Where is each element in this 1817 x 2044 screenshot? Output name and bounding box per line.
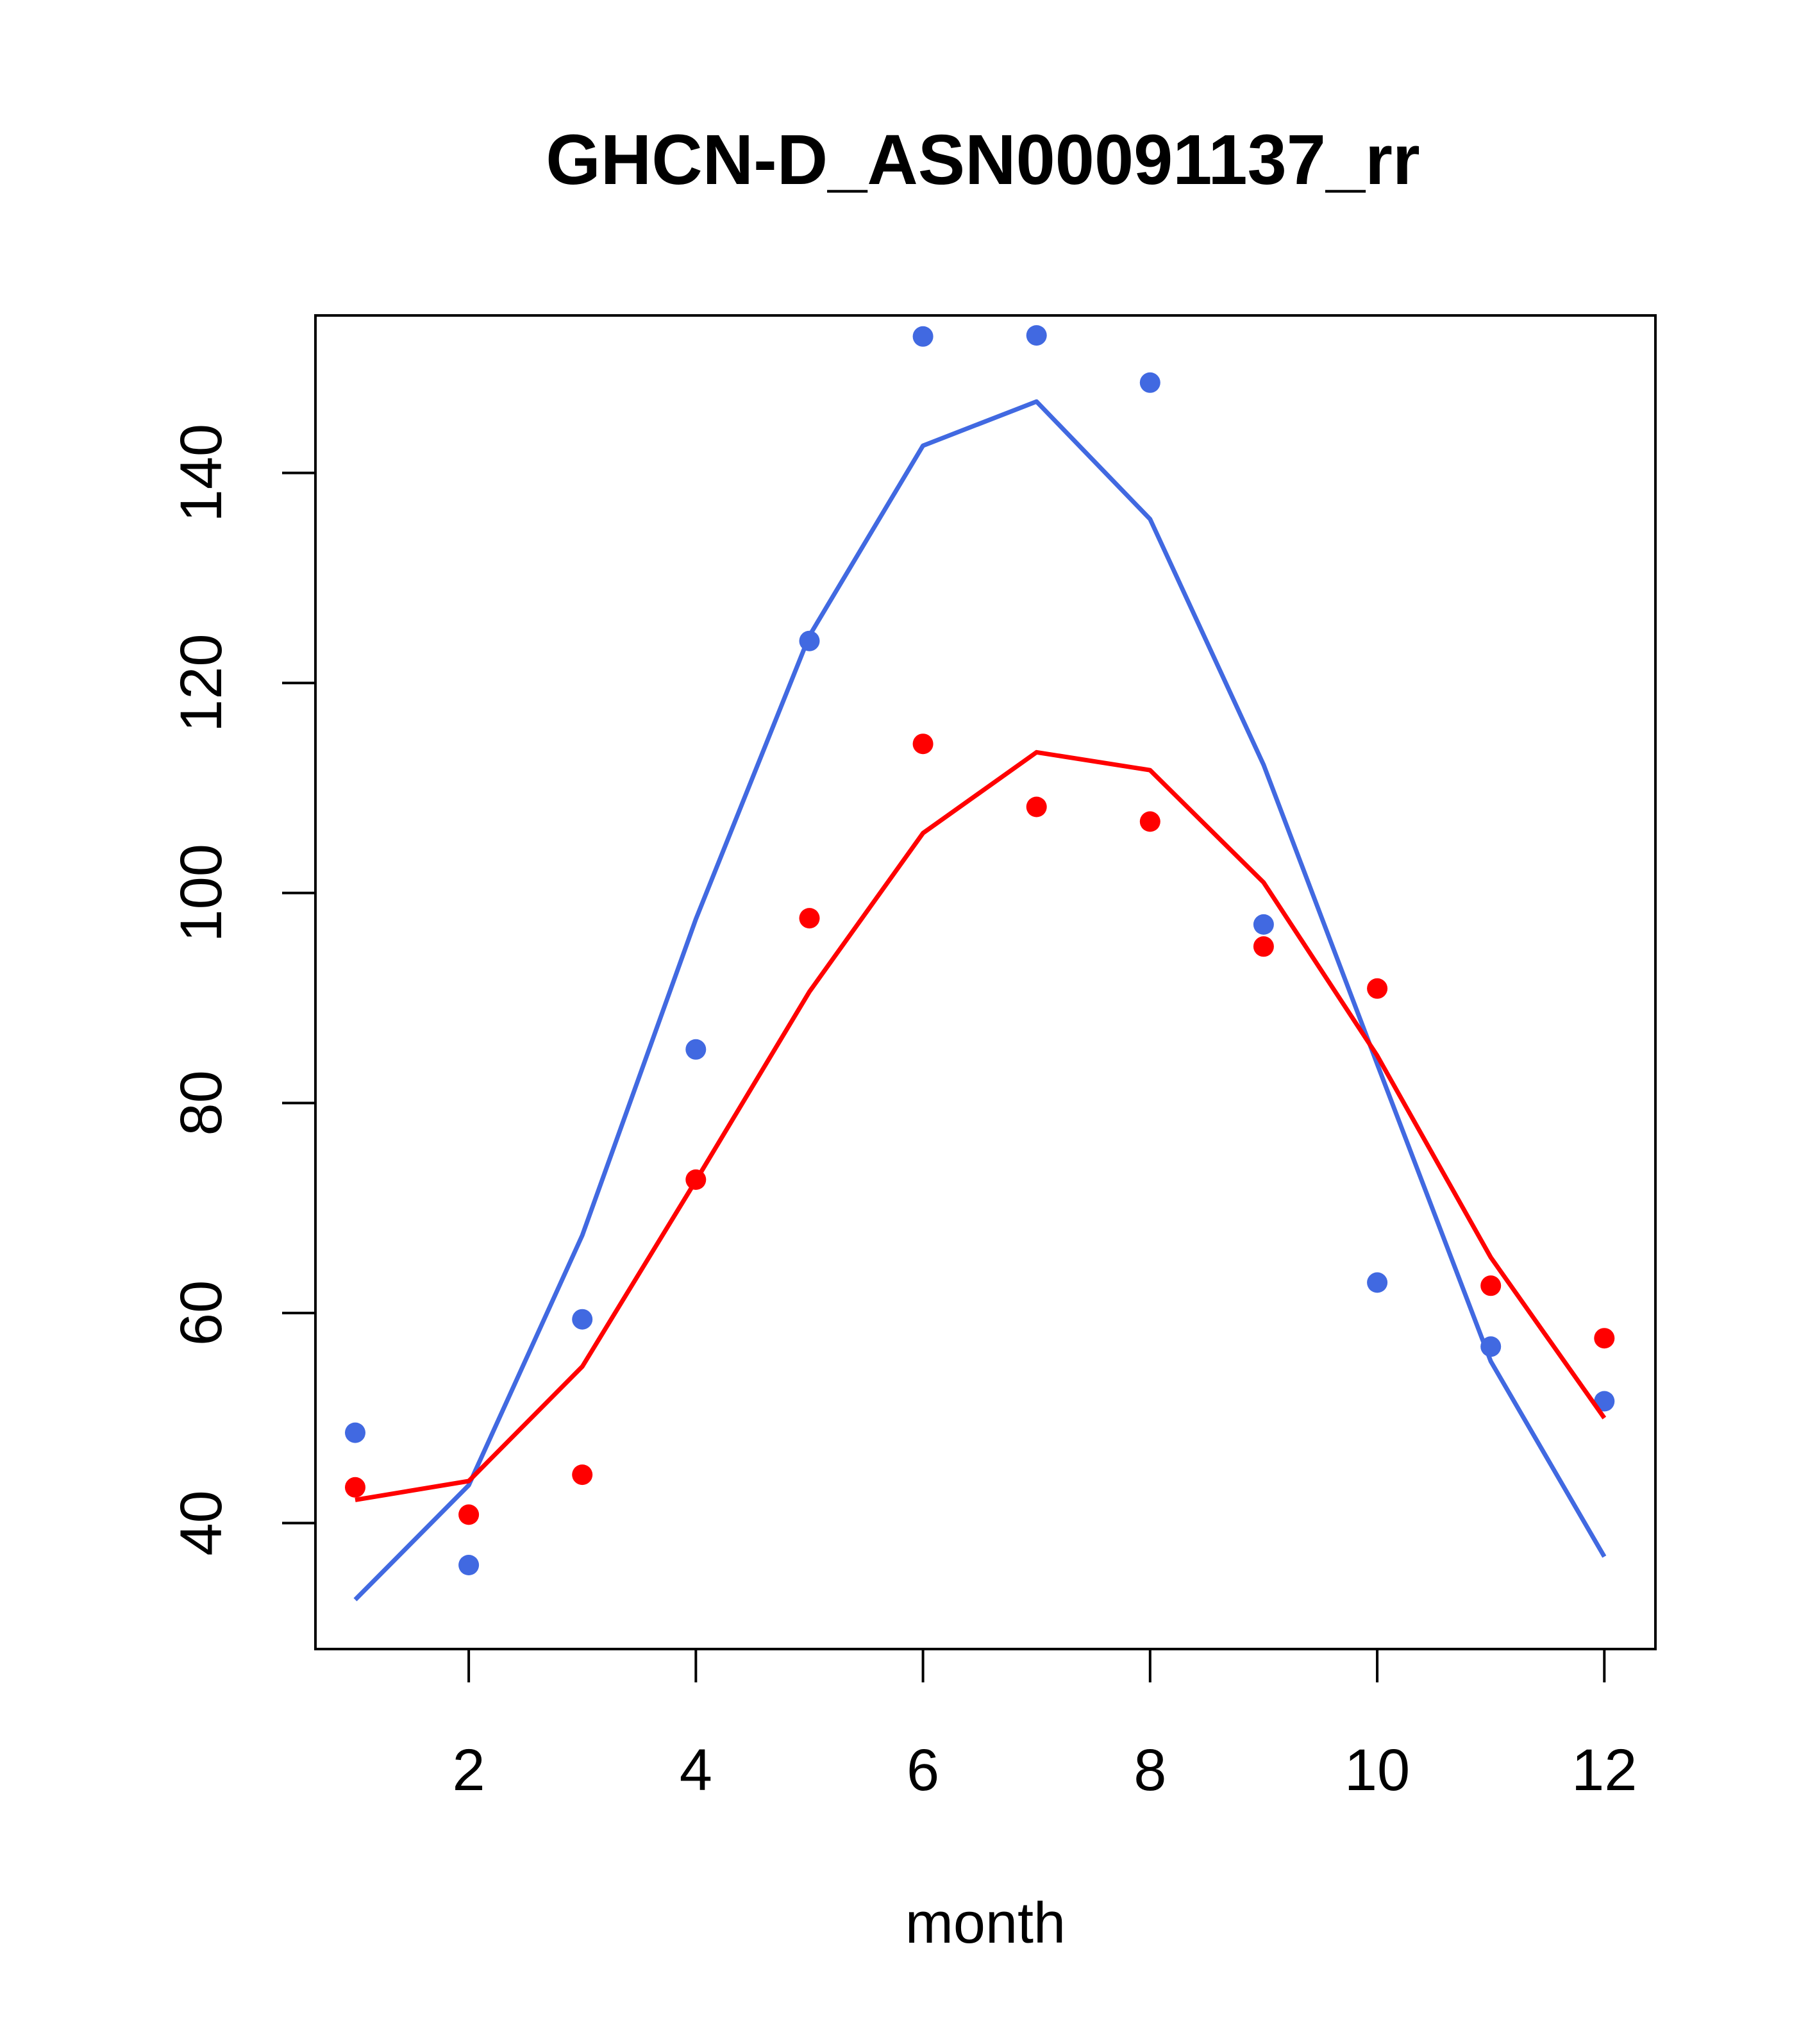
series-1-point xyxy=(1026,325,1047,346)
series-1-point xyxy=(572,1309,593,1330)
series-1-point xyxy=(345,1422,365,1443)
series-1-point xyxy=(685,1039,707,1060)
y-tick-label: 140 xyxy=(169,424,234,523)
series-1-point xyxy=(1253,914,1274,935)
y-tick-label: 80 xyxy=(169,1070,234,1135)
series-2-point xyxy=(685,1169,707,1190)
x-tick-label: 8 xyxy=(1134,1738,1166,1803)
series-2-point xyxy=(458,1504,480,1525)
series-2-point xyxy=(345,1477,365,1498)
series-2-point xyxy=(1026,796,1047,817)
series-2-point xyxy=(912,733,934,755)
x-tick-label: 2 xyxy=(453,1738,485,1803)
series-2 xyxy=(345,733,1615,1525)
series-2-point xyxy=(1594,1328,1615,1349)
series-1-point xyxy=(799,630,820,651)
series-2-point xyxy=(799,908,820,929)
series-2-fit-line xyxy=(355,750,1607,1502)
series-1 xyxy=(345,325,1615,1602)
x-tick-label: 10 xyxy=(1344,1738,1410,1803)
series-1-point xyxy=(1139,372,1160,393)
series-1-fit-line xyxy=(353,399,1607,1602)
plot-frame xyxy=(314,314,1657,1650)
series-1-point xyxy=(912,326,934,347)
series-2-point xyxy=(1367,978,1388,999)
x-tick-label: 6 xyxy=(907,1738,939,1803)
series-2-point xyxy=(1139,811,1160,832)
x-axis-label: month xyxy=(905,1891,1066,1956)
series-2-point xyxy=(1253,936,1274,957)
series-1-point xyxy=(1594,1391,1615,1412)
series-2-point xyxy=(572,1464,593,1486)
y-axis: 40 60 80 100 120 140 xyxy=(169,424,317,1556)
y-tick-label: 60 xyxy=(169,1280,234,1346)
x-tick-label: 12 xyxy=(1571,1738,1637,1803)
y-tick-label: 40 xyxy=(169,1490,234,1555)
series-1-point xyxy=(1367,1272,1388,1293)
series-1-point xyxy=(1480,1336,1502,1357)
y-tick-label: 100 xyxy=(169,844,234,942)
series-layer xyxy=(345,325,1615,1602)
series-1-point xyxy=(458,1555,480,1575)
y-tick-label: 120 xyxy=(169,633,234,732)
x-axis: 2 4 6 8 10 12 xyxy=(453,1648,1637,1803)
chart-title: GHCN-D_ASN00091137_rr xyxy=(546,121,1420,199)
series-2-point xyxy=(1480,1275,1502,1296)
x-tick-label: 4 xyxy=(680,1738,712,1803)
